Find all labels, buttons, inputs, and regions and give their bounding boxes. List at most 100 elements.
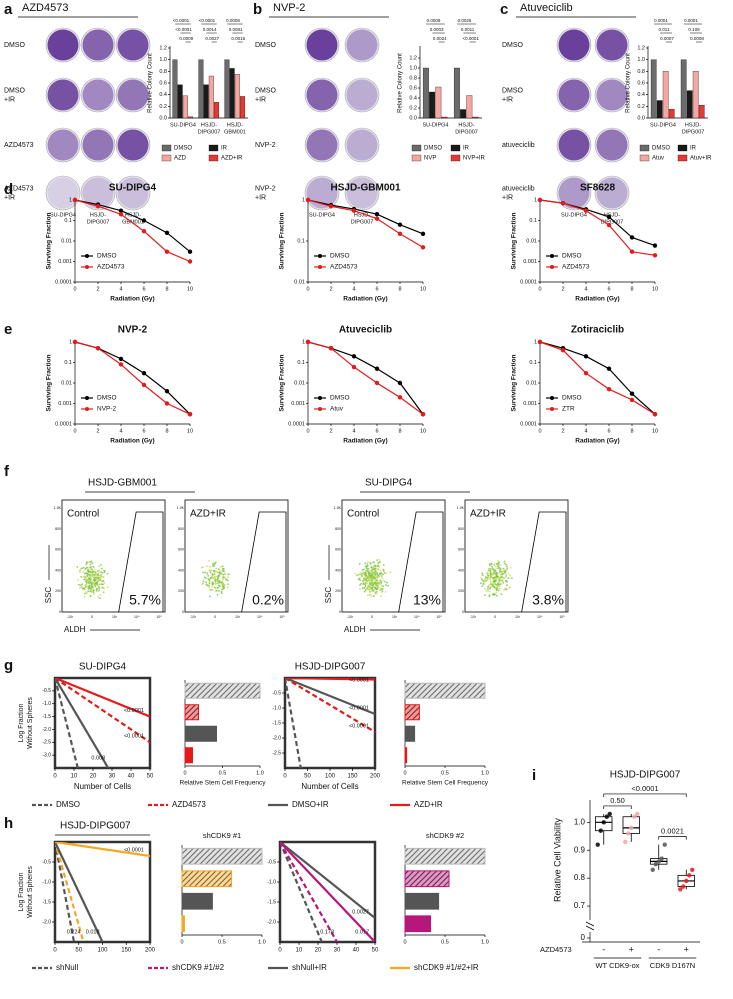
cell-dot bbox=[486, 577, 489, 580]
point bbox=[629, 249, 635, 254]
x-tick-label: 8 bbox=[165, 428, 168, 434]
y-tick-label: 400 bbox=[458, 568, 464, 572]
panel-letter: d bbox=[4, 181, 13, 198]
legend-label: shCDK9 #1/#2 bbox=[172, 963, 225, 972]
row-label: +IR bbox=[502, 194, 513, 201]
gate-percent: 5.7% bbox=[129, 592, 161, 608]
cell-dot bbox=[375, 592, 378, 595]
cell-dot bbox=[80, 575, 82, 578]
panel-letter: h bbox=[4, 815, 13, 832]
cell-dot bbox=[496, 575, 499, 578]
row-label: atuveciclib bbox=[502, 185, 535, 192]
panel-letter: a bbox=[4, 1, 13, 18]
cell-dot bbox=[218, 575, 220, 578]
cell-dot bbox=[497, 565, 499, 568]
cell-dot bbox=[494, 587, 497, 590]
row-label: atuveciclib bbox=[502, 142, 535, 149]
cell-dot bbox=[204, 571, 206, 574]
legend-label: Atuv bbox=[330, 406, 344, 413]
point bbox=[118, 208, 124, 213]
cell-dot bbox=[496, 583, 499, 586]
cell-dot bbox=[499, 563, 501, 566]
x-tick-label: 2 bbox=[329, 286, 332, 292]
cell-dot bbox=[92, 593, 95, 595]
cell-dot bbox=[77, 579, 79, 581]
cell-dot bbox=[90, 560, 93, 562]
y-tick-label: 0.1 bbox=[529, 360, 537, 366]
point bbox=[118, 362, 124, 367]
cell-dot bbox=[92, 589, 95, 592]
cell-dot bbox=[93, 583, 96, 586]
cell-dot bbox=[495, 589, 498, 592]
legend-label: IR bbox=[221, 146, 228, 152]
cell-dot bbox=[500, 573, 502, 576]
y-tick-label: 0.01 bbox=[526, 238, 537, 244]
cell-dot bbox=[485, 580, 488, 583]
bracket bbox=[603, 805, 632, 809]
y-tick-label: 0.001 bbox=[291, 401, 305, 407]
cell-dot bbox=[97, 596, 100, 598]
y-tick-label: 1.0K bbox=[457, 506, 465, 510]
x-tick-label: 200 bbox=[370, 774, 381, 780]
cell-dot bbox=[380, 575, 383, 577]
y-tick-label: 0.6 bbox=[637, 80, 645, 86]
cell-dot bbox=[496, 594, 498, 597]
p-value: 0.0027 bbox=[352, 909, 369, 915]
legend-label: Atuv+IR bbox=[690, 156, 712, 162]
y-tick-label: 0.01 bbox=[294, 279, 305, 285]
row-label: NVP-2 bbox=[255, 185, 276, 192]
cell-dot bbox=[502, 581, 505, 584]
bar bbox=[435, 86, 442, 119]
p-value: 0.008 bbox=[91, 755, 105, 761]
cell-dot bbox=[368, 579, 371, 582]
cell-dot bbox=[488, 576, 491, 579]
row-label: +IR bbox=[255, 194, 266, 201]
cell-dot bbox=[221, 569, 224, 572]
legend-label: AZD bbox=[174, 156, 187, 162]
cell-dot bbox=[89, 563, 92, 566]
x-tick-label: 4 bbox=[119, 286, 122, 292]
box-point bbox=[598, 828, 603, 833]
point bbox=[187, 249, 193, 254]
p-value: 0.018 bbox=[86, 929, 100, 935]
x-tick-label: 10³ bbox=[392, 615, 398, 619]
x-label: Radiation (Gy) bbox=[575, 296, 619, 303]
plate-stain bbox=[117, 79, 149, 111]
y-tick-label: 0 bbox=[462, 610, 464, 614]
cell-dot bbox=[496, 563, 499, 566]
cell-dot bbox=[79, 567, 82, 570]
fit-line bbox=[280, 842, 323, 942]
x-label: Number of Cells bbox=[74, 782, 131, 791]
frame bbox=[53, 676, 152, 770]
series-line bbox=[74, 199, 191, 253]
cell-dot bbox=[85, 579, 88, 581]
cell-dot bbox=[101, 586, 103, 589]
row-label: DMSO bbox=[255, 87, 277, 94]
legend-label: DMSO bbox=[56, 800, 80, 809]
plate-stain bbox=[47, 79, 79, 111]
y-tick-label: 0.001 bbox=[523, 259, 537, 265]
bar bbox=[181, 915, 185, 933]
cell-dot bbox=[222, 567, 224, 570]
bar bbox=[453, 67, 460, 119]
cell-dot bbox=[363, 590, 366, 593]
point bbox=[141, 218, 147, 223]
flow-plot bbox=[341, 499, 446, 613]
legend-marker bbox=[550, 265, 554, 269]
plate-stain bbox=[47, 29, 79, 61]
y-tick-label: 0.0 bbox=[637, 115, 645, 121]
cell-dot bbox=[87, 579, 89, 582]
cell-dot bbox=[367, 588, 369, 591]
x-tick-label: 0 bbox=[403, 770, 406, 776]
legend-label: NVP+IR bbox=[463, 156, 486, 162]
legend-label: Atuv bbox=[652, 156, 664, 162]
y-label: Log Fraction bbox=[18, 872, 25, 911]
cell-dot bbox=[99, 597, 101, 599]
cell-dot bbox=[360, 571, 362, 574]
bracket bbox=[603, 793, 687, 797]
legend-label: AZD4573 bbox=[97, 264, 125, 271]
column-label: HSJD- bbox=[604, 212, 620, 218]
y-tick-label: 0.7 bbox=[574, 901, 586, 910]
bar bbox=[698, 105, 705, 119]
cell-dot bbox=[106, 572, 109, 575]
